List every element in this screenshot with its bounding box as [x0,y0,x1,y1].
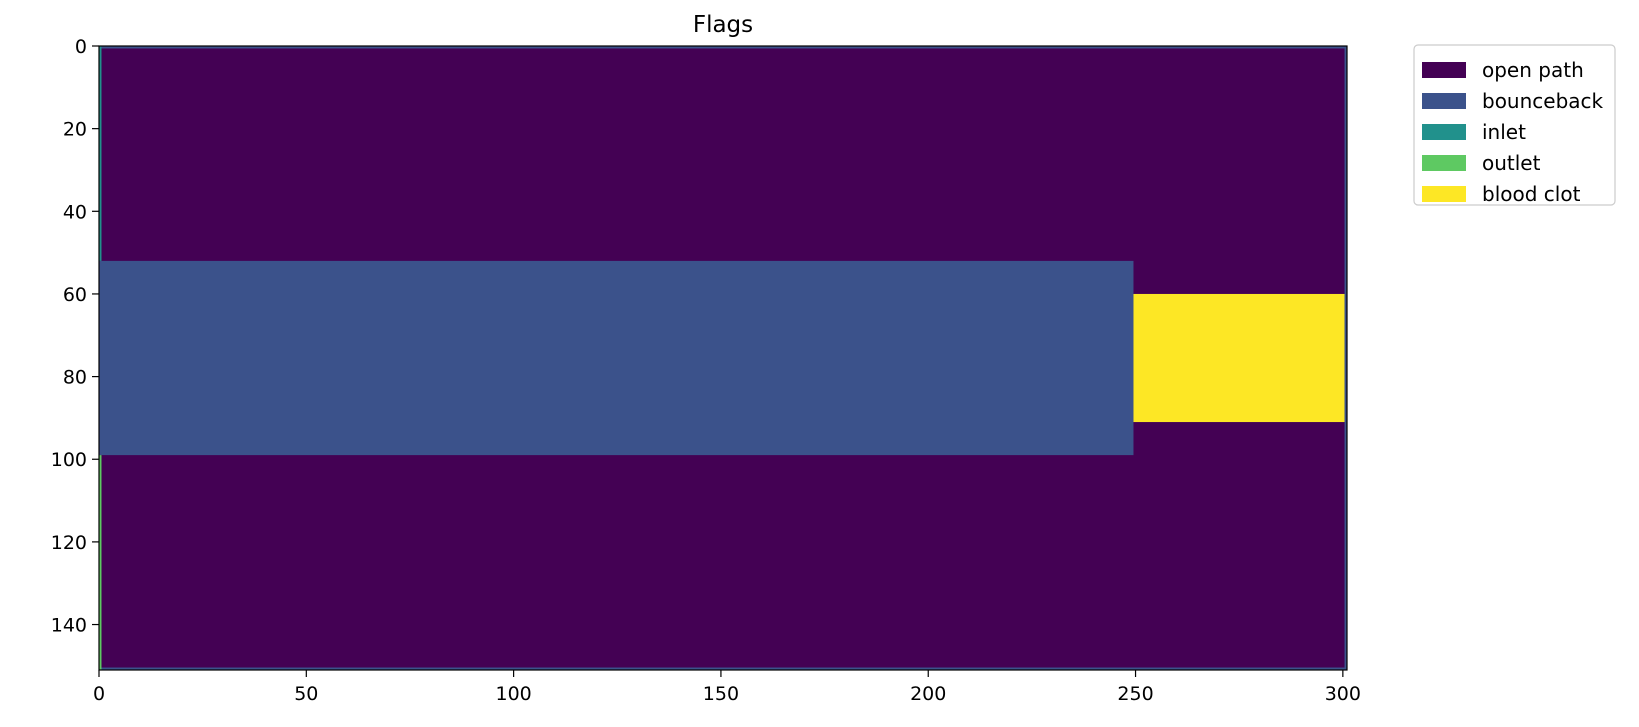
region-bounceback-4 [99,260,1134,456]
x-tick-label: 200 [910,683,946,705]
y-tick-label: 0 [75,36,87,58]
y-tick-label: 20 [63,119,87,141]
x-tick-label: 150 [703,683,739,705]
x-axis: 0 50 100 150 200 250 300 [93,670,1361,705]
y-tick-label: 80 [63,367,87,389]
legend-label: inlet [1482,120,1526,144]
x-tick-label: 0 [93,683,105,705]
x-tick-label: 100 [495,683,531,705]
plot-area [98,45,1348,671]
legend: open path bounceback inlet outlet blood clot [1413,44,1616,206]
legend-swatch [1422,62,1466,78]
y-tick-label: 100 [51,449,87,471]
y-axis: 0 20 40 60 80 100 120 140 [51,36,99,637]
x-tick-label: 250 [1117,683,1153,705]
y-tick-label: 120 [51,532,87,554]
legend-label: outlet [1482,151,1541,175]
axes-frame [98,45,1348,671]
y-tick-label: 60 [63,284,87,306]
legend-swatch [1422,155,1466,171]
legend-label: bounceback [1482,89,1604,113]
legend-label: open path [1482,58,1584,82]
x-tick-label: 50 [294,683,318,705]
y-tick-label: 40 [63,201,87,223]
region-bounceback-2 [99,667,1347,670]
region-outlet-6 [99,455,102,670]
legend-swatch [1422,124,1466,140]
region-bounceback-1 [99,46,1347,49]
legend-label: blood clot [1482,182,1581,206]
region-inlet-5 [99,46,102,261]
region-blood-clot-7 [1133,293,1345,423]
region-bounceback-3 [1344,46,1347,670]
x-tick-label: 300 [1325,683,1361,705]
legend-swatch [1422,186,1466,202]
chart-title: Flags [693,12,753,38]
legend-swatch [1422,93,1466,109]
y-tick-label: 140 [51,615,87,637]
